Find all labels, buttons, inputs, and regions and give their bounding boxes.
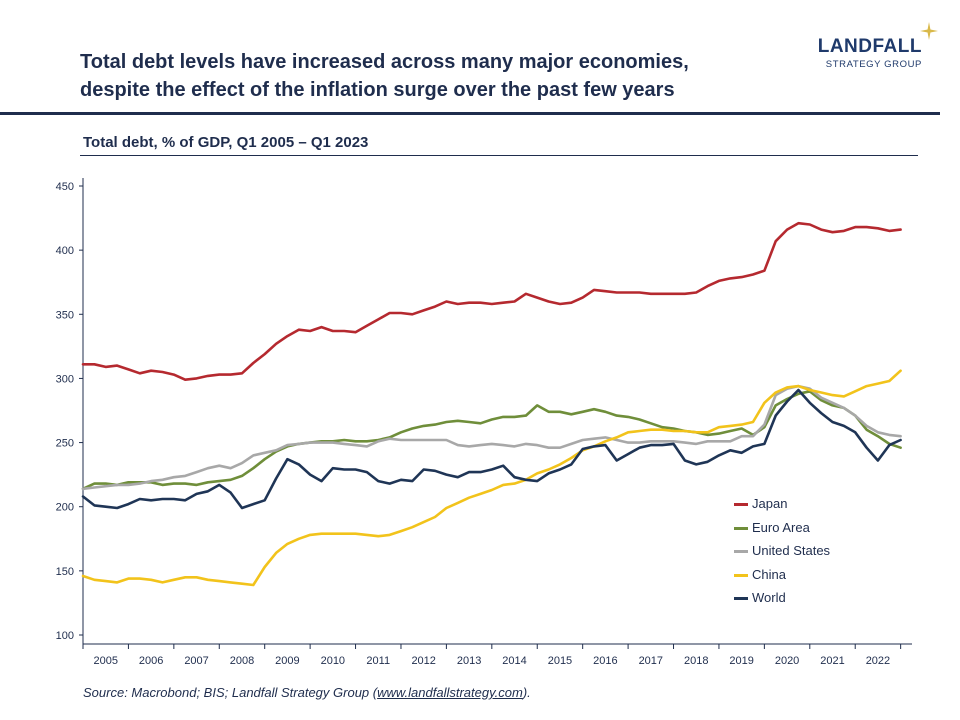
x-tick-label: 2011	[366, 655, 390, 667]
x-tick-label: 2010	[321, 655, 345, 667]
landfall-logo: LANDFALL STRATEGY GROUP	[790, 22, 938, 80]
line-chart: 100 150 200 250 300 350 400 450 2005 2006 2007 2008…	[56, 178, 912, 667]
y-tick-label: 400	[56, 245, 74, 257]
y-tick-label: 450	[56, 181, 74, 193]
x-tick-label: 2013	[457, 655, 481, 667]
legend-swatch	[734, 597, 748, 600]
subtitle-divider	[80, 155, 918, 156]
y-tick-label: 200	[56, 502, 74, 514]
source-prefix: Source: Macrobond; BIS; Landfall Strateg…	[83, 685, 378, 700]
legend-label: China	[752, 566, 786, 582]
header-divider	[0, 112, 940, 115]
series-line-united-states	[81, 384, 902, 491]
y-tick-label: 100	[56, 630, 74, 642]
legend-swatch	[734, 503, 748, 506]
chart-subtitle: Total debt, % of GDP, Q1 2005 – Q1 2023	[83, 134, 369, 151]
legend-label: Euro Area	[752, 519, 810, 535]
y-tick-label: 150	[56, 566, 74, 578]
x-tick-label: 2021	[820, 655, 844, 667]
legend-swatch	[734, 573, 748, 577]
legend-swatch	[734, 526, 748, 530]
series-line-japan	[81, 221, 902, 381]
x-tick-label: 2008	[230, 655, 254, 667]
logo-name: LANDFALL	[817, 36, 922, 57]
series-line-euro-area	[81, 390, 902, 491]
source-note: Source: Macrobond; BIS; Landfall Strateg…	[83, 685, 531, 700]
x-tick-label: 2007	[184, 655, 208, 667]
x-tick-label: 2015	[548, 655, 572, 667]
title-line-1: Total debt levels have increased across …	[80, 51, 689, 73]
y-tick-label: 350	[56, 309, 74, 321]
legend-label: Japan	[752, 496, 788, 511]
x-tick-label: 2005	[93, 655, 117, 667]
chart-title: Total debt levels have increased across …	[80, 48, 800, 104]
legend-label: World	[752, 590, 786, 605]
x-tick-label: 2020	[775, 655, 799, 667]
x-tick-label: 2017	[639, 655, 663, 667]
x-tick-label: 2014	[502, 655, 526, 667]
source-link[interactable]: www.landfallstrategy.com	[377, 685, 523, 700]
legend-swatch	[734, 550, 748, 553]
x-tick-label: 2018	[684, 655, 708, 667]
legend-label: United States	[752, 543, 831, 558]
series-line-china	[81, 369, 902, 587]
y-tick-label: 250	[56, 438, 74, 450]
x-tick-label: 2012	[411, 655, 435, 667]
star-icon	[920, 22, 938, 40]
series-line-world	[81, 388, 902, 510]
title-line-2: despite the effect of the inflation surg…	[80, 79, 675, 101]
logo-tagline: STRATEGY GROUP	[825, 59, 922, 70]
x-tick-label: 2022	[866, 655, 890, 667]
x-tick-label: 2019	[729, 655, 753, 667]
x-tick-label: 2016	[593, 655, 617, 667]
x-tick-label: 2006	[139, 655, 163, 667]
x-tick-label: 2009	[275, 655, 299, 667]
source-suffix: ).	[522, 685, 531, 700]
y-tick-label: 300	[56, 373, 74, 385]
